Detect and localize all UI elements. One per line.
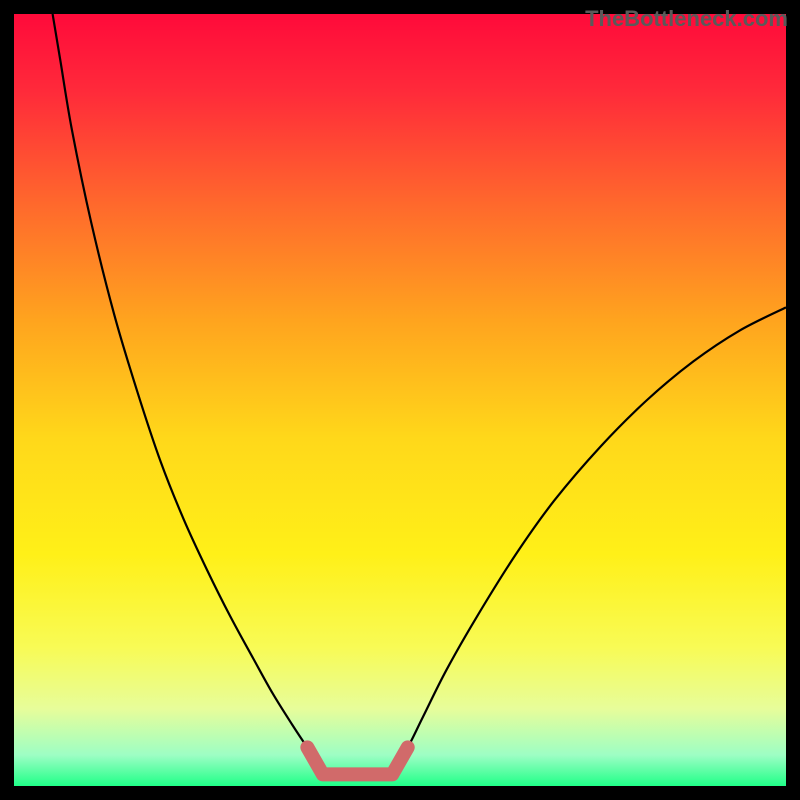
watermark-text: TheBottleneck.com xyxy=(585,6,788,32)
plot-background xyxy=(14,14,786,786)
bottleneck-chart: TheBottleneck.com xyxy=(0,0,800,800)
chart-svg xyxy=(0,0,800,800)
